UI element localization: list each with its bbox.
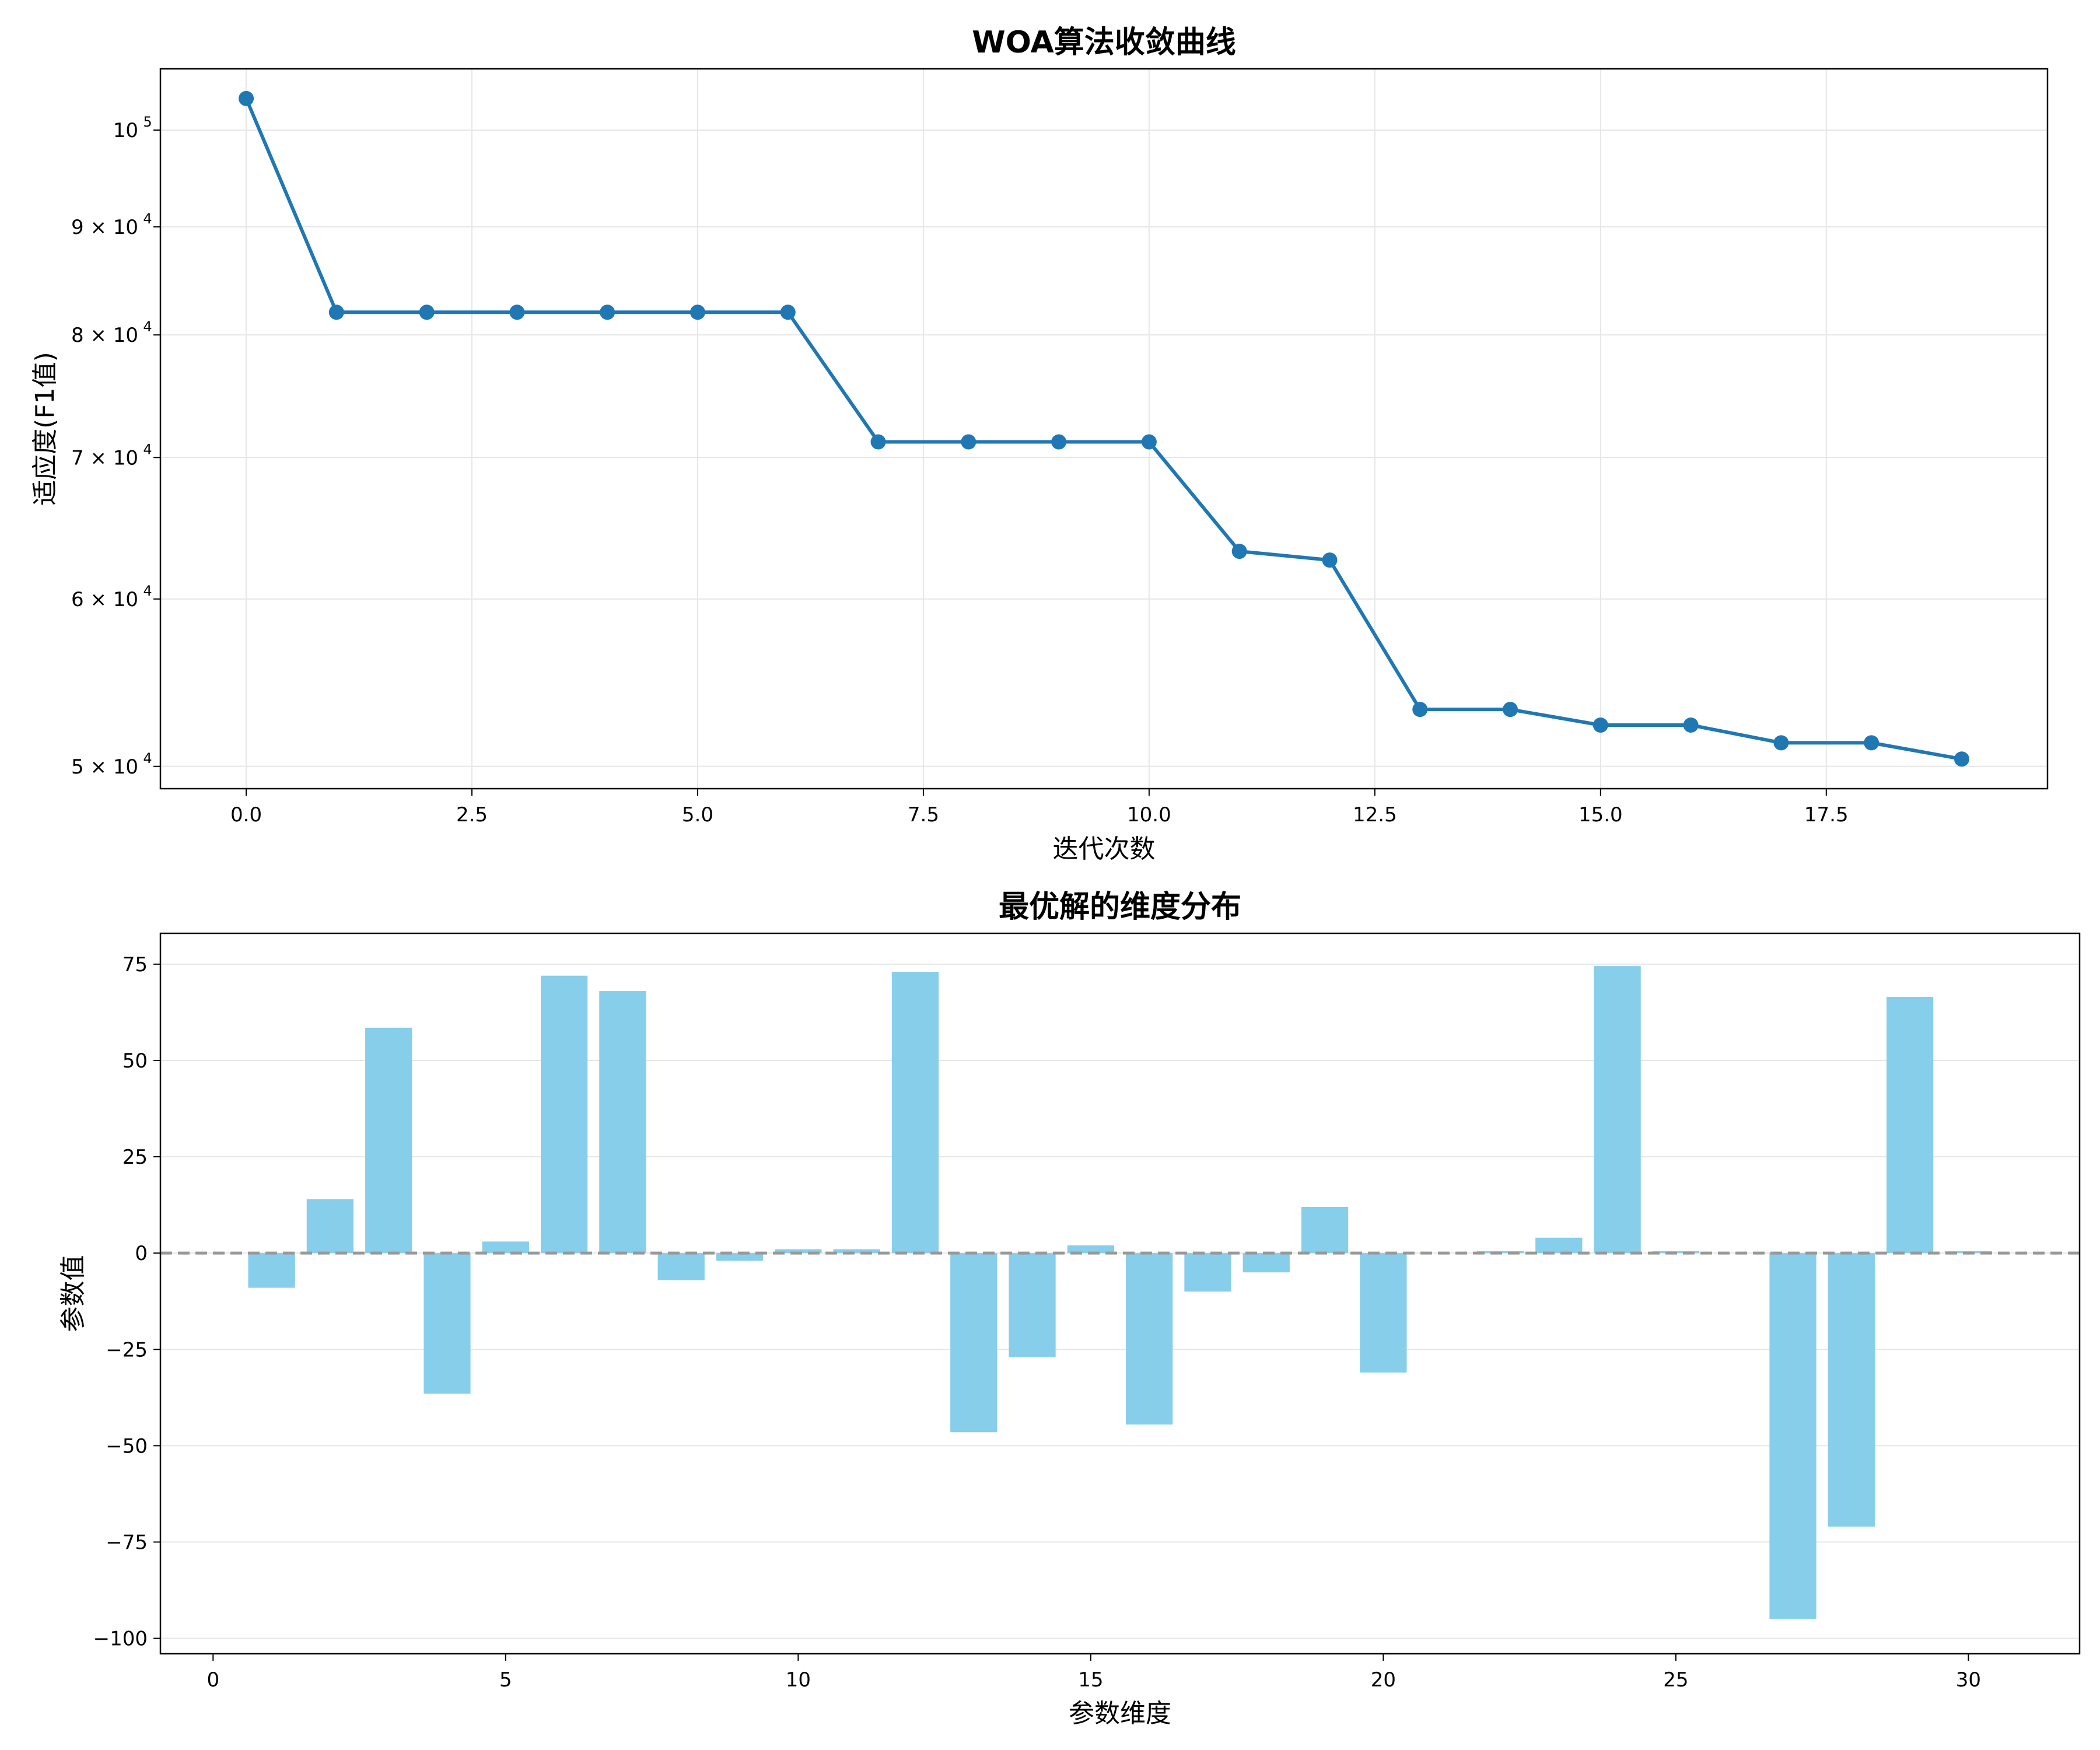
bar <box>1126 1253 1173 1425</box>
y-tick-label: −50 <box>106 1434 148 1458</box>
y-tick-label: 9 × 10 <box>71 216 138 239</box>
bar <box>1594 966 1641 1254</box>
bar <box>1886 996 1934 1254</box>
data-point-marker <box>1503 702 1518 718</box>
data-point-marker <box>1592 717 1608 733</box>
y-tick-exponent: 4 <box>143 441 152 457</box>
x-tick-label: 0 <box>206 1668 219 1692</box>
convergence-plot-frame <box>159 68 2049 790</box>
distribution-y-axis-label: 参数值 <box>58 1255 88 1332</box>
y-tick-label: 50 <box>123 1049 148 1073</box>
data-point-marker <box>780 304 796 320</box>
x-tick-label: 25 <box>1663 1668 1688 1692</box>
convergence-x-ticks: 0.0 2.5 5.0 7.5 10.0 12.5 15.0 17.5 <box>230 789 1849 827</box>
convergence-x-axis-label: 迭代次数 <box>1053 834 1156 864</box>
y-tick-exponent: 4 <box>143 583 152 599</box>
data-point-marker <box>419 304 435 320</box>
bar <box>1360 1253 1407 1373</box>
y-tick-label: 7 × 10 <box>71 446 138 470</box>
distribution-bars <box>248 966 1992 1619</box>
data-point-marker <box>1231 544 1247 559</box>
bar <box>891 972 939 1254</box>
x-tick-label: 2.5 <box>456 803 488 827</box>
convergence-line-series <box>239 90 1969 767</box>
convergence-y-axis-label: 适应度(F1值) <box>30 352 60 506</box>
y-tick-label: −75 <box>106 1531 148 1554</box>
data-point-marker <box>328 304 344 320</box>
data-point-marker <box>1773 735 1789 751</box>
x-tick-label: 10.0 <box>1127 803 1171 827</box>
x-tick-label: 10 <box>786 1668 811 1692</box>
data-point-marker <box>1683 717 1699 733</box>
data-point-marker <box>1051 434 1067 450</box>
convergence-grid <box>160 69 2048 789</box>
bar <box>833 1249 880 1254</box>
y-tick-exponent: 5 <box>143 114 152 130</box>
data-point-marker <box>1954 751 1969 767</box>
y-tick-exponent: 4 <box>143 318 152 335</box>
distribution-plot-frame <box>159 932 2081 1655</box>
data-point-marker <box>870 434 886 450</box>
x-tick-label: 20 <box>1371 1668 1396 1692</box>
data-point-marker <box>961 434 977 450</box>
y-tick-label: 0 <box>135 1242 148 1265</box>
bar <box>365 1027 412 1254</box>
bar <box>1009 1253 1056 1357</box>
x-tick-label: 15.0 <box>1578 803 1623 827</box>
bar <box>950 1253 998 1433</box>
bar <box>248 1253 295 1288</box>
bar <box>1301 1206 1349 1254</box>
x-tick-label: 5.0 <box>682 803 713 827</box>
bar <box>424 1253 471 1394</box>
y-tick-label: 10 <box>113 119 138 142</box>
bar <box>716 1253 764 1261</box>
y-tick-label: 8 × 10 <box>71 324 138 347</box>
bar <box>1535 1237 1583 1254</box>
distribution-x-axis-label: 参数维度 <box>1069 1699 1171 1728</box>
distribution-y-ticks: −100 −75 −50 −25 0 25 50 75 <box>93 953 160 1651</box>
bar <box>540 975 588 1254</box>
data-point-marker <box>600 304 615 320</box>
convergence-y-ticks: 5 × 10 4 6 × 10 4 7 × 10 4 8 × 10 4 9 × 10 4 10 5 <box>71 114 160 779</box>
bar <box>482 1241 529 1254</box>
x-tick-label: 12.5 <box>1353 803 1397 827</box>
data-point-marker <box>1141 434 1157 450</box>
convergence-chart: 0.0 2.5 5.0 7.5 10.0 12.5 15.0 17.5 5 × 10 4 6 × … <box>30 25 2049 864</box>
bar <box>599 991 646 1254</box>
bar <box>775 1249 822 1254</box>
y-tick-exponent: 4 <box>143 211 152 227</box>
y-tick-label: 25 <box>123 1146 148 1169</box>
data-point-marker <box>1412 702 1428 718</box>
y-tick-exponent: 4 <box>143 750 152 766</box>
x-tick-label: 15 <box>1078 1668 1103 1692</box>
bar <box>1242 1253 1290 1273</box>
y-tick-label: −25 <box>106 1338 148 1362</box>
y-tick-label: 75 <box>123 953 148 977</box>
bar <box>1184 1253 1231 1292</box>
convergence-line <box>244 97 1962 761</box>
convergence-chart-title: WOA算法收敛曲线 <box>972 25 1236 60</box>
data-point-marker <box>1322 552 1338 568</box>
bar <box>1828 1253 1875 1527</box>
data-point-marker <box>239 90 254 106</box>
y-tick-label: 5 × 10 <box>71 755 138 779</box>
x-tick-label: 30 <box>1956 1668 1981 1692</box>
y-tick-label: −100 <box>93 1628 148 1651</box>
x-tick-label: 7.5 <box>908 803 939 827</box>
bar <box>657 1253 705 1280</box>
x-tick-label: 5 <box>499 1668 512 1692</box>
bar <box>1067 1245 1114 1254</box>
data-point-marker <box>1864 735 1880 751</box>
distribution-x-ticks: 0 5 10 15 20 25 30 <box>206 1654 1981 1692</box>
x-tick-label: 17.5 <box>1804 803 1849 827</box>
data-point-marker <box>509 304 525 320</box>
x-tick-label: 0.0 <box>230 803 262 827</box>
bar <box>306 1199 354 1254</box>
dimension-distribution-chart: 0 5 10 15 20 25 30 −100 −75 −50 −25 0 25 50 75 最优解的维度… <box>58 890 2081 1728</box>
bar <box>1769 1253 1817 1619</box>
y-tick-label: 6 × 10 <box>71 588 138 611</box>
distribution-chart-title: 最优解的维度分布 <box>999 890 1241 925</box>
data-point-marker <box>690 304 705 320</box>
